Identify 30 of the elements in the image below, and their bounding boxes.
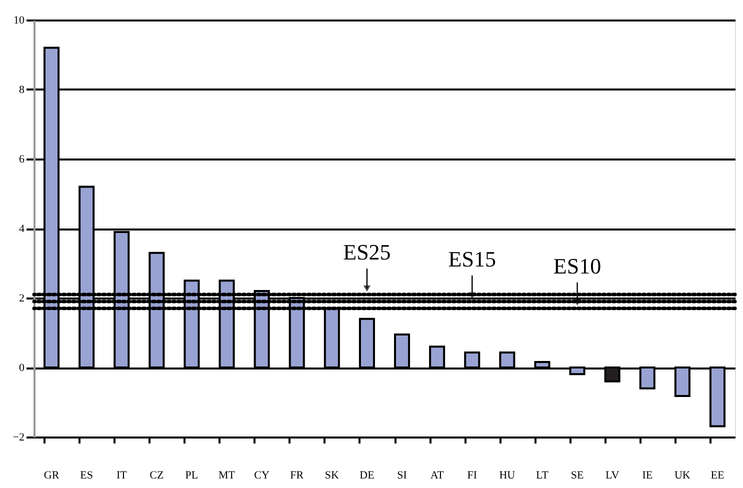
x-tick-label: IE [642, 470, 653, 482]
x-tick-label: SE [570, 470, 584, 482]
x-tick-label: GR [44, 470, 60, 482]
x-tick-label: ES [80, 470, 93, 482]
x-tick-label: DE [360, 470, 375, 482]
y-tick-label: 10 [14, 14, 25, 26]
y-tick-label: 8 [19, 84, 25, 96]
y-tick-label: 6 [19, 154, 25, 166]
y-tick-label: −2 [12, 432, 24, 444]
x-tick-label: LV [605, 470, 620, 482]
x-tick-label: LT [536, 470, 549, 482]
x-tick-label: AT [430, 470, 444, 482]
ref-line-label: ES25 [343, 240, 391, 265]
y-tick-label: 2 [19, 292, 24, 304]
x-tick-label: SK [324, 470, 340, 482]
x-tick-label: CZ [150, 470, 164, 482]
x-tick-label: IT [116, 470, 128, 482]
x-tick-label: EE [710, 470, 724, 482]
ref-line-label: ES10 [553, 253, 602, 278]
x-tick-label: FR [290, 470, 304, 482]
x-tick-label: UK [674, 470, 690, 482]
x-tick-label: PL [185, 470, 198, 482]
x-tick-label: SI [397, 470, 408, 482]
x-tick-label: FI [467, 470, 478, 482]
ref-line-label: ES15 [448, 246, 496, 272]
y-tick-label: 4 [19, 223, 25, 235]
x-tick-label: CY [254, 470, 270, 482]
y-tick-label: 0 [19, 362, 25, 374]
x-tick-label: MT [218, 470, 236, 482]
x-tick-label: HU [499, 470, 516, 482]
